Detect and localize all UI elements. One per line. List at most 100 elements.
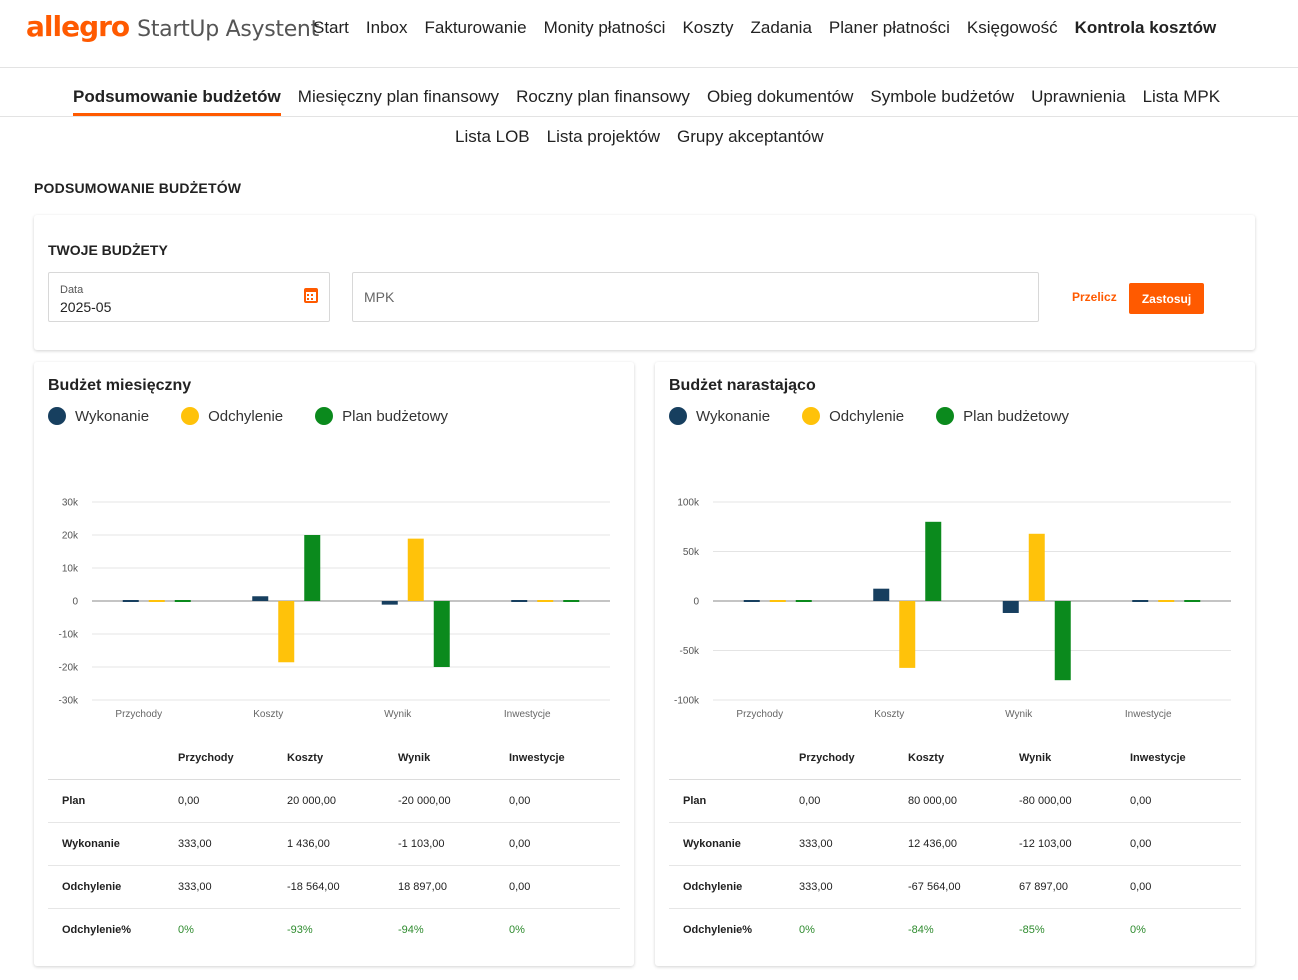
mpk-input[interactable] (353, 273, 1038, 321)
nav-item-monity[interactable]: Monity płatności (543, 18, 666, 37)
y-tick-label: -20k (59, 663, 79, 674)
app-logo[interactable]: allegro StartUp Asystent (26, 10, 319, 46)
y-tick-label: -50k (680, 646, 700, 657)
bar-odchylenie-koszty[interactable] (278, 601, 295, 663)
bar-wykonanie-przychody[interactable] (743, 600, 760, 602)
bar-odchylenie-koszty[interactable] (899, 601, 916, 668)
bar-plan-budzetowy-wynik[interactable] (1054, 601, 1071, 681)
mpk-field[interactable] (352, 272, 1039, 322)
legend-item-wykonanie[interactable]: Wykonanie (48, 407, 149, 425)
date-field[interactable]: Data 2025-05 (48, 272, 330, 322)
nav-item-zadania[interactable]: Zadania (750, 18, 812, 37)
legend-item-plan[interactable]: Plan budżetowy (936, 407, 1069, 425)
table-row: Plan 0,00 80 000,00 -80 000,00 0,00 (669, 779, 1241, 823)
tab-uprawnienia[interactable]: Uprawnienia (1031, 87, 1126, 106)
table-header (669, 737, 799, 780)
percent-cell: -85% (1019, 923, 1045, 936)
bar-wykonanie-wynik[interactable] (381, 601, 398, 605)
y-tick-label: -30k (59, 696, 79, 707)
table-cell: 0,00 (509, 822, 620, 866)
tab-miesieczny-plan[interactable]: Miesięczny plan finansowy (297, 87, 500, 106)
tab-grupy-akceptantow[interactable]: Grupy akceptantów (677, 127, 824, 146)
table-row: Odchylenie 333,00 -18 564,00 18 897,00 0… (48, 865, 620, 909)
tab-lista-lob[interactable]: Lista LOB (455, 127, 530, 146)
y-tick-label: 50k (683, 547, 700, 558)
bar-plan-budzetowy-przychody[interactable] (174, 600, 191, 602)
bar-odchylenie-inwestycje[interactable] (537, 600, 554, 602)
bar-odchylenie-przychody[interactable] (769, 600, 786, 602)
table-row: Plan 0,00 20 000,00 -20 000,00 0,00 (48, 779, 620, 823)
table-cell: 12 436,00 (908, 822, 1019, 866)
bar-plan-budzetowy-przychody[interactable] (795, 600, 812, 602)
legend-item-wykonanie[interactable]: Wykonanie (669, 407, 770, 425)
nav-item-fakturowanie[interactable]: Fakturowanie (424, 18, 527, 37)
nav-item-planer[interactable]: Planer płatności (828, 18, 950, 37)
legend-dot (48, 407, 66, 425)
table-cell: 20 000,00 (287, 779, 398, 823)
legend-dot (936, 407, 955, 425)
table-cell: 1 436,00 (287, 822, 398, 866)
legend-dot (669, 407, 687, 425)
monthly-summary-table: Przychody Koszty Wynik Inwestycje Plan 0… (48, 737, 620, 951)
bar-wykonanie-koszty[interactable] (252, 596, 269, 601)
percent-cell: 0% (178, 923, 194, 936)
legend-item-odchylenie[interactable]: Odchylenie (802, 407, 904, 425)
tab-roczny-plan[interactable]: Roczny plan finansowy (516, 87, 690, 106)
table-cell: 18 897,00 (398, 865, 509, 909)
nav-item-koszty[interactable]: Koszty (682, 18, 734, 37)
bar-plan-budzetowy-koszty[interactable] (925, 521, 942, 601)
nav-item-kontrola-kosztow[interactable]: Kontrola kosztów (1074, 18, 1217, 37)
bar-plan-budzetowy-inwestycje[interactable] (563, 600, 580, 602)
apply-button[interactable]: Zastosuj (1129, 283, 1204, 314)
legend-item-plan[interactable]: Plan budżetowy (315, 407, 448, 425)
bar-wykonanie-przychody[interactable] (122, 600, 139, 602)
legend-dot (181, 407, 200, 425)
legend-label: Wykonanie (696, 407, 771, 425)
legend-label: Plan budżetowy (342, 407, 449, 425)
recalculate-button[interactable]: Przelicz (1072, 290, 1117, 304)
row-label: Odchylenie (669, 865, 799, 909)
nav-item-inbox[interactable]: Inbox (365, 18, 408, 37)
table-cell: -18 564,00 (287, 865, 398, 909)
tab-lista-mpk[interactable]: Lista MPK (1142, 87, 1221, 106)
cumulative-budget-card: Budżet narastająco Wykonanie Odchylenie … (655, 362, 1255, 966)
brand-logo: allegro (26, 10, 130, 43)
table-row: Odchylenie% 0% -84% -85% 0% (669, 908, 1241, 951)
bar-wykonanie-koszty[interactable] (873, 588, 890, 601)
sub-nav-row-1: Podsumowanie budżetów Miesięczny plan fi… (73, 86, 1237, 116)
nav-item-start[interactable]: Start (313, 18, 349, 37)
legend-dot (802, 407, 821, 425)
table-header: Przychody (178, 737, 287, 780)
table-cell: -67 564,00 (908, 865, 1019, 909)
table-row: Wykonanie 333,00 1 436,00 -1 103,00 0,00 (48, 822, 620, 866)
bar-wykonanie-inwestycje[interactable] (1132, 600, 1149, 602)
tab-podsumowanie-budzetow[interactable]: Podsumowanie budżetów (73, 87, 281, 116)
bar-odchylenie-wynik[interactable] (407, 538, 424, 601)
bar-odchylenie-przychody[interactable] (148, 600, 165, 602)
row-label: Odchylenie (48, 865, 178, 909)
bar-plan-budzetowy-wynik[interactable] (433, 601, 450, 667)
date-label: Data (60, 284, 84, 296)
table-cell: 0,00 (509, 779, 620, 823)
nav-item-ksiegowosc[interactable]: Księgowość (966, 18, 1058, 37)
bar-wykonanie-inwestycje[interactable] (511, 600, 528, 602)
tab-obieg-dokumentow[interactable]: Obieg dokumentów (706, 87, 854, 106)
legend-dot (315, 407, 334, 425)
y-tick-label: 30k (62, 498, 79, 509)
bar-plan-budzetowy-koszty[interactable] (304, 535, 321, 601)
tab-lista-projektow[interactable]: Lista projektów (546, 127, 661, 146)
chart-legend: Wykonanie Odchylenie Plan budżetowy (669, 407, 1101, 425)
cumulative-summary-table: Przychody Koszty Wynik Inwestycje Plan 0… (669, 737, 1241, 951)
x-tick-label: Wynik (384, 709, 412, 720)
bar-odchylenie-inwestycje[interactable] (1158, 600, 1175, 602)
bar-wykonanie-wynik[interactable] (1002, 601, 1019, 613)
bar-plan-budzetowy-inwestycje[interactable] (1184, 600, 1201, 602)
calendar-icon[interactable] (304, 288, 318, 303)
legend-item-odchylenie[interactable]: Odchylenie (181, 407, 283, 425)
bar-odchylenie-wynik[interactable] (1028, 533, 1045, 601)
monthly-budget-card: Budżet miesięczny Wykonanie Odchylenie P… (34, 362, 634, 966)
cumulative-bar-chart: 100k 50k 0 -50k -100k Przychody Koszty Wynik Inw… (669, 484, 1241, 737)
table-row: Odchylenie 333,00 -67 564,00 67 897,00 0… (669, 865, 1241, 909)
tab-symbole-budzetow[interactable]: Symbole budżetów (870, 87, 1015, 106)
table-row: Odchylenie% 0% -93% -94% 0% (48, 908, 620, 951)
